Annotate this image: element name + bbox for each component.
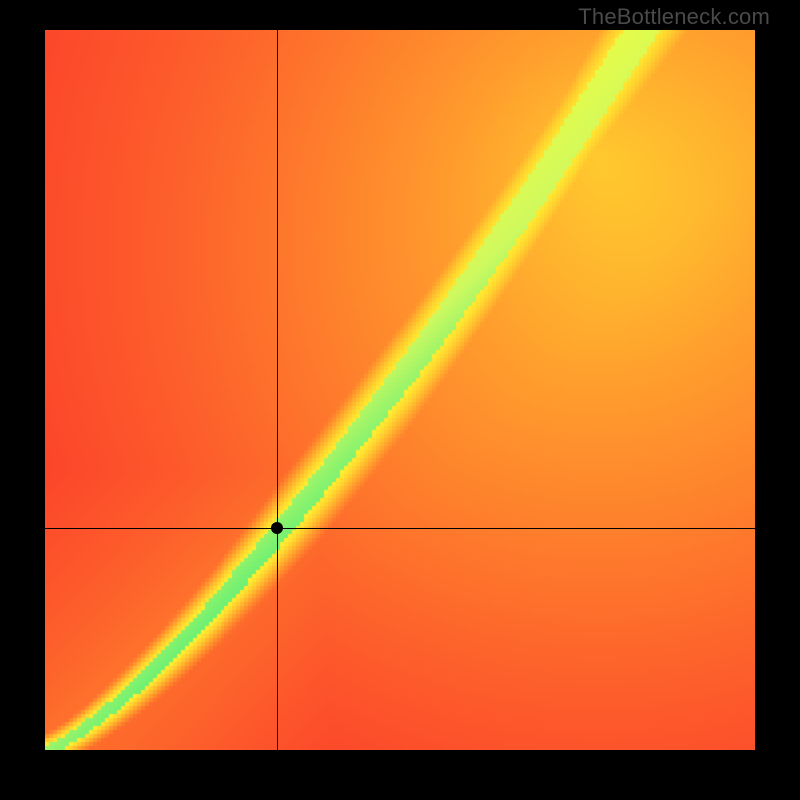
crosshair-horizontal — [45, 528, 755, 529]
heatmap-plot — [45, 30, 755, 750]
crosshair-vertical — [277, 30, 278, 750]
crosshair-marker — [271, 522, 283, 534]
heatmap-canvas — [45, 30, 755, 750]
watermark-text: TheBottleneck.com — [578, 4, 770, 30]
